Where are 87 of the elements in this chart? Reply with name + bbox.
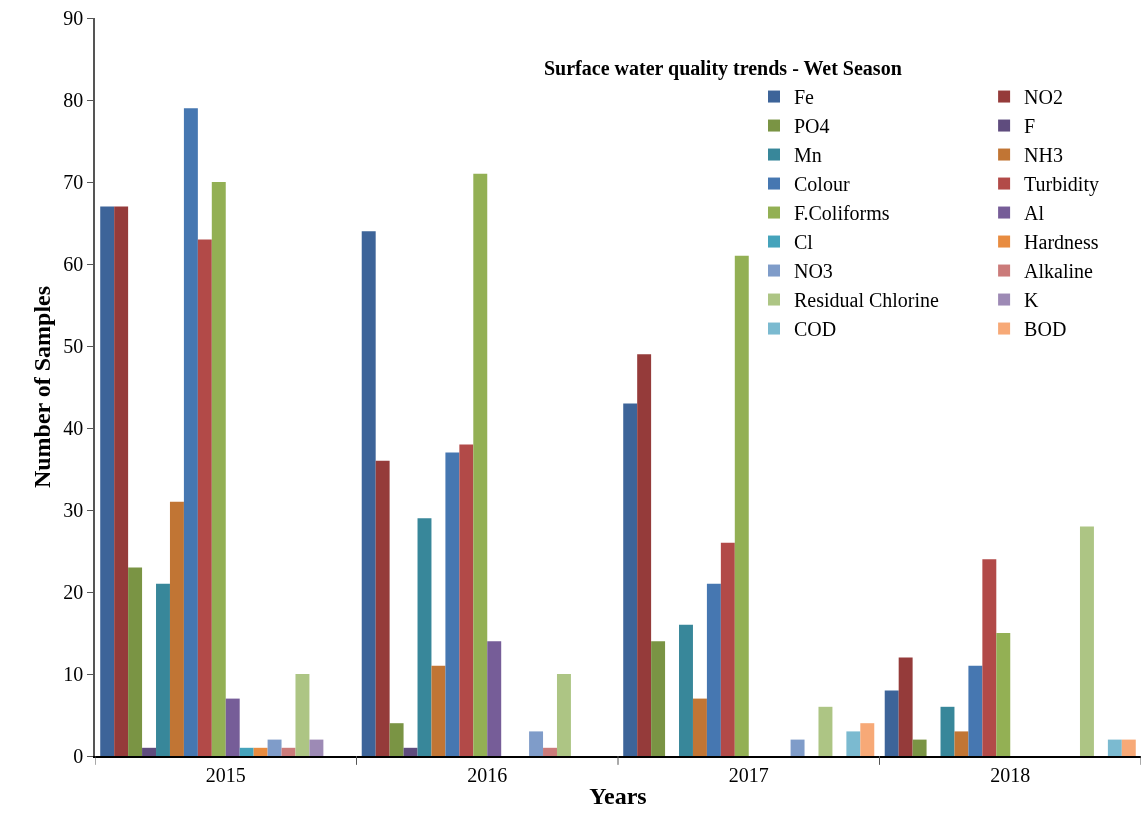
bar (197, 239, 212, 756)
y-tick-label: 80 (63, 89, 84, 111)
legend-label: Hardness (1024, 231, 1099, 254)
bar (225, 698, 240, 756)
legend-label: Colour (793, 173, 850, 196)
bar (1079, 526, 1094, 756)
bar (403, 747, 418, 756)
bar (968, 665, 983, 756)
bar (361, 231, 376, 756)
bar (623, 403, 638, 756)
legend-label: Fe (793, 86, 815, 109)
legend-label: Cl (793, 231, 814, 254)
bar (100, 206, 115, 756)
bar (417, 518, 432, 756)
bar (706, 583, 721, 756)
x-tick-label: 2017 (728, 763, 769, 786)
bar (128, 567, 143, 756)
x-tick-label: 2016 (467, 763, 508, 786)
bar (169, 501, 184, 756)
bar (309, 739, 324, 756)
legend-label: BOD (1024, 318, 1067, 341)
bar (912, 739, 927, 756)
legend-label: K (1024, 289, 1040, 312)
bar (556, 674, 571, 756)
bar (375, 460, 390, 756)
legend-label: NO2 (1024, 86, 1063, 109)
y-tick-label: 20 (63, 581, 84, 603)
legend-label: Al (1024, 202, 1045, 225)
bar (459, 444, 474, 756)
y-tick-label: 10 (63, 663, 84, 685)
bar (637, 354, 652, 756)
y-tick-label: 90 (63, 7, 84, 29)
bar (445, 452, 460, 756)
bar (790, 739, 805, 756)
bar (1121, 739, 1136, 756)
bar (818, 706, 833, 756)
x-tick-label: 2018 (990, 763, 1031, 786)
bar (720, 542, 735, 756)
legend-label: Residual Chlorine (793, 289, 940, 312)
x-tick-label: 2015 (205, 763, 246, 786)
y-tick-label: 30 (63, 499, 84, 521)
y-tick-label: 40 (63, 417, 84, 439)
bar (114, 206, 129, 756)
bar (389, 723, 404, 756)
legend-label: PO4 (793, 115, 830, 138)
bar (211, 182, 226, 756)
bar (142, 747, 157, 756)
bar (543, 747, 557, 756)
bar (267, 739, 282, 756)
text: Surface water quality trends - Wet Season (544, 57, 902, 80)
legend-label: Alkaline (1024, 260, 1094, 283)
legend-label: F.Coliforms (793, 202, 890, 225)
bar (940, 706, 955, 756)
bar (692, 698, 707, 756)
bar (651, 641, 666, 756)
y-axis-title: Number of Samples (28, 285, 55, 489)
legend-label: COD (793, 318, 837, 341)
legend-label: F (1024, 115, 1036, 138)
bar (431, 665, 446, 756)
y-tick-label: 70 (63, 171, 84, 193)
bar (846, 731, 861, 756)
bar (734, 255, 749, 756)
bar (473, 173, 488, 756)
bar (996, 633, 1011, 756)
bar (487, 641, 502, 756)
bar (239, 747, 254, 756)
bar (954, 731, 969, 756)
bar (253, 747, 268, 756)
x-axis-title: Years (589, 782, 647, 809)
bar (281, 747, 296, 756)
bar (860, 723, 875, 756)
bar (156, 583, 170, 756)
legend-label: NH3 (1024, 144, 1063, 167)
bar (529, 731, 544, 756)
legend-label: Turbidity (1024, 173, 1099, 197)
y-tick-label: 0 (73, 745, 84, 767)
bar (679, 624, 693, 756)
y-tick-label: 50 (63, 335, 84, 357)
bar (884, 690, 899, 756)
bar (898, 657, 913, 756)
legend-label: Mn (793, 144, 822, 167)
bar (982, 559, 997, 756)
y-tick-label: 60 (63, 253, 84, 275)
bar (183, 108, 198, 756)
bar (1107, 739, 1122, 756)
legend-label: NO3 (793, 260, 833, 283)
bar (295, 674, 310, 756)
